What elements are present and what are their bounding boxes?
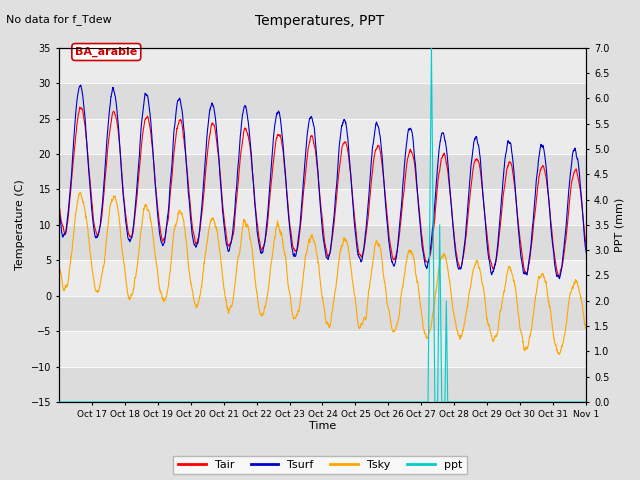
- Tsky: [355, 321, 362, 327]
- Bar: [59, 296, 586, 331]
- Tsky: [221, 295, 229, 300]
- Tsky: [55, 264, 63, 270]
- Tsky: [77, 190, 84, 196]
- Tsurf: [511, 182, 519, 188]
- Tair: [55, 201, 63, 206]
- Bar: [59, 225, 586, 260]
- Tair: [221, 225, 229, 231]
- Bar: [59, 48, 586, 83]
- Tsurf: [55, 206, 63, 212]
- Tsurf: [582, 250, 590, 256]
- Tsky: [511, 283, 519, 288]
- ppt: [481, 399, 489, 405]
- ppt: [575, 399, 583, 405]
- Line: Tsurf: Tsurf: [59, 85, 586, 279]
- Text: Temperatures, PPT: Temperatures, PPT: [255, 14, 385, 28]
- Tair: [575, 181, 583, 187]
- Tair: [511, 187, 519, 192]
- Bar: [59, 367, 586, 402]
- Tsurf: [575, 169, 583, 175]
- Tair: [108, 116, 115, 121]
- Tsurf: [108, 91, 115, 96]
- Bar: [59, 331, 586, 367]
- Y-axis label: Temperature (C): Temperature (C): [15, 180, 25, 270]
- Line: Tair: Tair: [59, 107, 586, 277]
- ppt: [511, 399, 519, 405]
- Legend: Tair, Tsurf, Tsky, ppt: Tair, Tsurf, Tsky, ppt: [173, 456, 467, 474]
- Tsurf: [355, 252, 362, 258]
- Bar: [59, 190, 586, 225]
- Line: Tsky: Tsky: [59, 193, 586, 354]
- X-axis label: Time: Time: [309, 421, 336, 432]
- Tsurf: [221, 235, 229, 240]
- Tair: [355, 246, 362, 252]
- Bar: [59, 260, 586, 296]
- ppt: [221, 399, 229, 405]
- Bar: [59, 119, 586, 154]
- Tsky: [582, 325, 590, 331]
- ppt: [354, 399, 362, 405]
- Tsky: [481, 300, 489, 306]
- Tair: [555, 275, 563, 280]
- Y-axis label: PPT (mm): PPT (mm): [615, 198, 625, 252]
- ppt: [55, 399, 63, 405]
- Text: No data for f_Tdew: No data for f_Tdew: [6, 14, 112, 25]
- Tsky: [575, 288, 583, 294]
- Tair: [481, 216, 489, 222]
- Tsurf: [481, 218, 489, 224]
- Bar: [59, 83, 586, 119]
- Tair: [76, 104, 84, 110]
- Tair: [582, 242, 590, 248]
- ppt: [428, 45, 435, 51]
- Tsky: [108, 196, 115, 202]
- Line: ppt: ppt: [59, 48, 586, 402]
- ppt: [108, 399, 115, 405]
- Tsky: [556, 351, 563, 357]
- Bar: [59, 154, 586, 190]
- Tsurf: [77, 82, 84, 88]
- Text: BA_arable: BA_arable: [75, 47, 138, 57]
- Tsurf: [556, 276, 563, 282]
- ppt: [582, 399, 590, 405]
